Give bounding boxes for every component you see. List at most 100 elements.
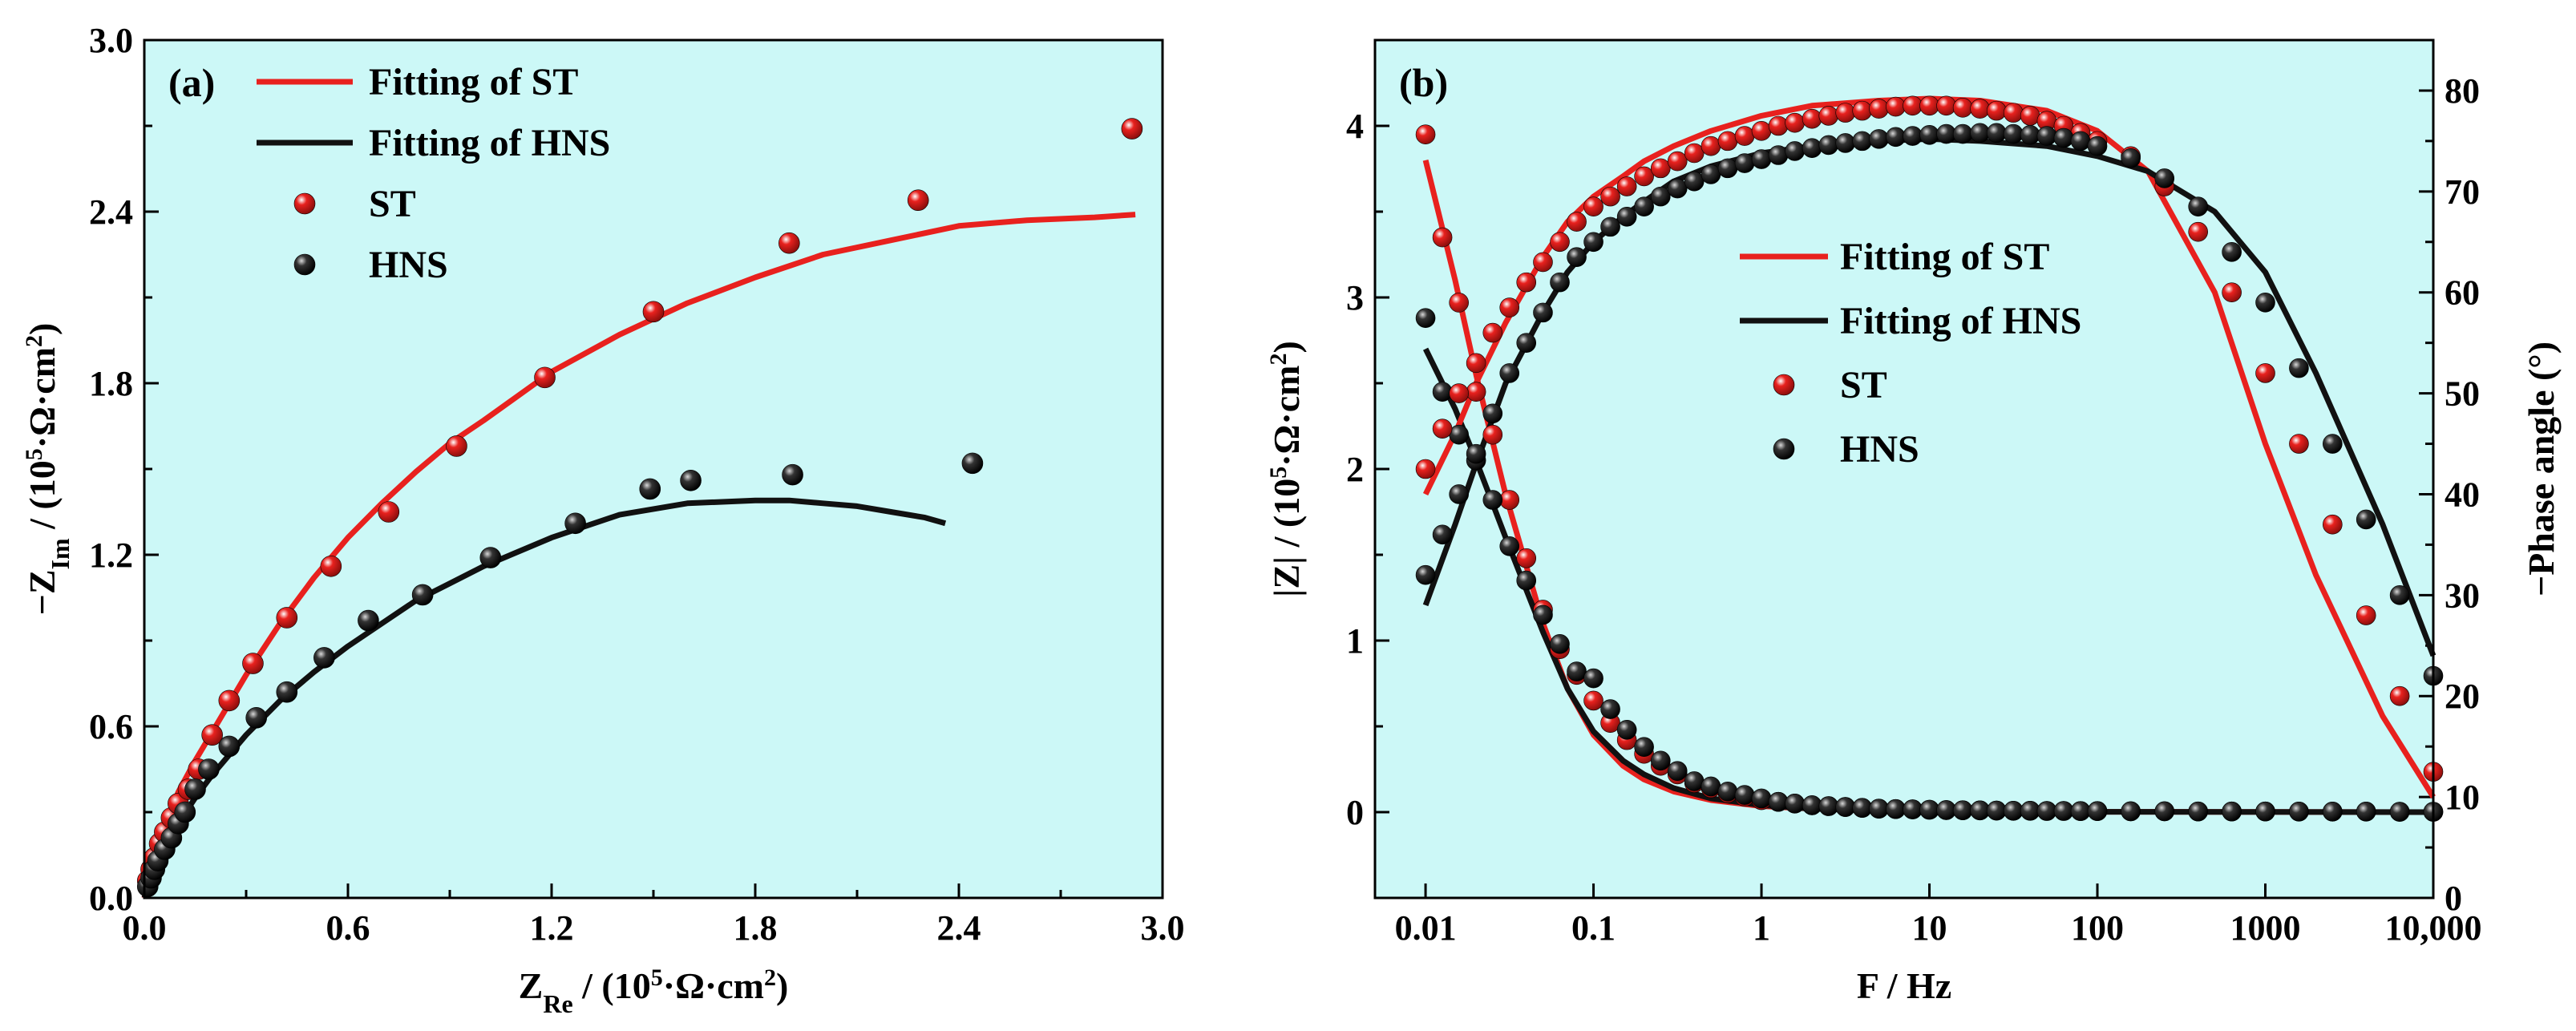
x-tick-label: 1000 [2230, 908, 2301, 948]
x-tick-label: 1 [1753, 908, 1770, 948]
data-point-hns [1768, 791, 1789, 812]
data-point-hns [2389, 802, 2410, 822]
data-point-st [1415, 124, 1436, 144]
data-point-st [1533, 252, 1553, 273]
y-left-tick-label: 3 [1346, 278, 1364, 317]
data-point-hns [1700, 776, 1721, 797]
data-point-hns [2222, 801, 2242, 822]
data-point-st [1449, 293, 1469, 313]
data-point-st [1986, 100, 2007, 121]
y-tick-label: 2.4 [89, 192, 133, 232]
panel-label-b: (b) [1399, 60, 1448, 105]
data-point-hns [2003, 123, 2024, 144]
data-point-hns [1802, 795, 1822, 815]
data-point-hns [1751, 149, 1772, 169]
data-point-st [1852, 100, 1873, 121]
data-point-hns [1499, 536, 1520, 556]
label-part: |Z| / (10 [1266, 479, 1307, 597]
data-point-hns [2289, 802, 2309, 822]
data-point-hns [1432, 382, 1453, 402]
data-point-hns [1835, 133, 1856, 153]
data-point-hns [1717, 782, 1738, 802]
data-point-hns [1818, 135, 1839, 156]
data-point-st [1499, 297, 1520, 317]
data-point-hns [2255, 801, 2275, 822]
data-point-hns [313, 647, 335, 669]
data-point-hns [2087, 801, 2108, 822]
data-point-hns [1869, 799, 1889, 819]
data-point-st [218, 689, 241, 712]
data-point-st [1482, 322, 1503, 343]
data-point-hns [2053, 801, 2074, 821]
data-point-hns [1600, 699, 1620, 719]
panel-b-bode-plot: 0.01 0.1 1 10 100 1000 10,00001234010203040506… [1265, 38, 2562, 1006]
data-point-hns [1700, 164, 1721, 184]
data-point-hns [2222, 242, 2242, 262]
data-point-hns [2087, 135, 2108, 156]
data-point-hns [2020, 800, 2040, 821]
data-point-st [2020, 106, 2040, 126]
label-part: ) [1266, 341, 1307, 353]
x-tick-label: 1.8 [734, 908, 778, 948]
data-point-hns [1583, 668, 1603, 689]
data-point-hns [276, 681, 298, 703]
legend-label: ST [369, 183, 416, 225]
label-part: ) [22, 323, 63, 335]
data-point-hns [2003, 800, 2024, 821]
data-point-st [1835, 103, 1856, 123]
data-point-hns [1852, 798, 1873, 818]
data-point-hns [1616, 206, 1637, 227]
data-point-hns [2036, 801, 2057, 821]
data-point-st [1886, 96, 1906, 117]
data-point-st [2188, 221, 2208, 242]
data-point-hns [1634, 196, 1654, 217]
data-point-st [378, 501, 400, 523]
legend-label: Fitting of ST [369, 61, 578, 103]
data-point-st [1516, 548, 1537, 568]
y-tick-label: 0.6 [89, 707, 133, 746]
data-point-st [320, 555, 342, 577]
data-point-hns [1768, 145, 1789, 165]
y-right-tick-label: 60 [2445, 273, 2480, 313]
data-point-st [1616, 176, 1637, 196]
data-point-hns [479, 547, 502, 568]
data-point-hns [1802, 138, 1822, 158]
data-point-hns [1717, 158, 1738, 179]
label-part: / (10 [22, 460, 63, 538]
y-left-tick-label: 0 [1346, 793, 1364, 832]
data-point-hns [961, 452, 984, 475]
legend-label: ST [1840, 364, 1887, 406]
label-part: ·Ω·cm [663, 965, 764, 1006]
data-point-st [1550, 232, 1570, 253]
data-point-hns [2188, 801, 2208, 822]
data-point-hns [564, 512, 586, 535]
data-point-st [1432, 227, 1453, 248]
y-right-tick-label: 30 [2445, 576, 2480, 615]
data-point-st [1869, 99, 1889, 119]
data-point-hns [1667, 178, 1688, 199]
data-point-hns [1449, 484, 1469, 504]
y-right-tick-label: 10 [2445, 778, 2480, 817]
data-point-hns [1852, 131, 1873, 152]
data-point-hns [1734, 785, 1755, 805]
data-point-hns [2121, 801, 2141, 822]
data-point-hns [1583, 232, 1603, 253]
data-point-hns [1986, 123, 2007, 144]
label-part: 2 [764, 964, 776, 991]
x-axis-title: F / Hz [1857, 965, 1951, 1006]
x-tick-label: 0.1 [1571, 908, 1616, 948]
data-point-hns [1952, 123, 1973, 144]
data-point-hns [1650, 186, 1671, 207]
x-tick-label: 2.4 [937, 908, 981, 948]
panel-a-nyquist-plot: 0.0 0.6 1.2 1.8 2.4 3.0 0.0 0.6 1.2 1.8 2.4 3.0 (a) F… [21, 21, 1185, 1018]
data-point-hns [2188, 196, 2208, 217]
data-point-st [2323, 514, 2343, 535]
data-point-hns [245, 706, 268, 729]
label-part: Z [519, 965, 544, 1006]
data-point-hns [2356, 509, 2376, 530]
data-point-hns [1466, 443, 1486, 464]
data-point-hns [2070, 801, 2091, 822]
data-point-st [2389, 685, 2410, 706]
data-point-hns [2154, 168, 2175, 188]
x-tick-label: 100 [2071, 908, 2124, 948]
